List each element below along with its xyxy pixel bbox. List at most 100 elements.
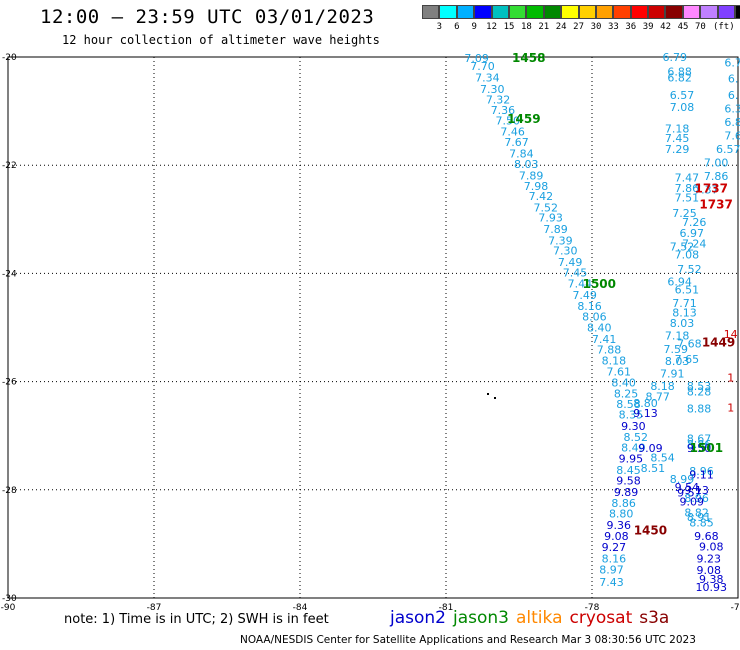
wave-height-label: 7.44 bbox=[568, 278, 593, 291]
color-scale-label: 39 bbox=[642, 22, 654, 32]
wave-height-label: 7.89 bbox=[543, 223, 568, 236]
wave-height-label: 8.45 bbox=[616, 464, 641, 477]
color-swatch bbox=[613, 5, 631, 19]
plot-frame bbox=[7, 56, 739, 599]
wave-height-label: 8.52 bbox=[624, 431, 649, 444]
legend-item-jason2: jason2 bbox=[390, 608, 446, 628]
wave-height-label: 7.45 bbox=[665, 132, 690, 145]
wave-height-label: 7.59 bbox=[663, 343, 688, 356]
wave-height-label: 8.67 bbox=[687, 432, 712, 445]
wave-height-label: 6.82 bbox=[667, 72, 692, 85]
wave-height-label: 7.37 bbox=[694, 184, 719, 197]
legend-item-altika: altika bbox=[516, 608, 563, 628]
color-scale-labels: 3 6 9 12 15 18 21 24 27 30 33 36 39 42 45 70 (ft) bbox=[422, 22, 740, 34]
wave-height-label: 7.89 bbox=[519, 169, 544, 182]
color-swatch bbox=[543, 5, 562, 19]
color-scale-label: 27 bbox=[573, 22, 585, 32]
color-swatch bbox=[630, 5, 649, 19]
color-scale-label: 36 bbox=[625, 22, 637, 32]
wave-height-label: 8.80 bbox=[609, 508, 634, 521]
wave-height-label: 7.98 bbox=[524, 180, 549, 193]
wave-height-label: 7.25 bbox=[672, 207, 697, 220]
wave-height-label: 7.29 bbox=[665, 143, 690, 156]
wave-height-label: 6.97 bbox=[680, 227, 705, 240]
wave-height-label: 6. bbox=[728, 89, 739, 102]
credit-line: NOAA/NESDIS Center for Satellite Applica… bbox=[240, 634, 696, 646]
wave-height-label: 8.82 bbox=[684, 507, 709, 520]
chart-subtitle: 12 hour collection of altimeter wave hei… bbox=[62, 33, 380, 47]
wave-height-label: 7.61 bbox=[607, 365, 632, 378]
wave-height-label: 7.52 bbox=[534, 201, 559, 214]
wave-height-label: 9.23 bbox=[697, 553, 722, 566]
color-swatch bbox=[456, 5, 475, 19]
wave-height-label: 8.16 bbox=[577, 300, 602, 313]
color-swatch bbox=[578, 5, 596, 19]
wave-height-label: 7.88 bbox=[597, 344, 622, 357]
wave-height-label: 8.16 bbox=[602, 553, 627, 566]
wave-height-label: 9.58 bbox=[616, 475, 641, 488]
wave-height-label: 7.70 bbox=[470, 60, 495, 73]
wave-height-label: 6.94 bbox=[667, 276, 692, 289]
x-tick-label: -81 bbox=[439, 603, 454, 613]
pass-time-label: 1450 bbox=[634, 523, 667, 537]
wave-height-label: 7.36 bbox=[491, 104, 516, 117]
wave-height-label: 8.58 bbox=[616, 398, 641, 411]
color-swatch bbox=[422, 5, 440, 19]
color-scale-label: 70 bbox=[694, 22, 706, 32]
wave-height-label: 8.25 bbox=[614, 388, 639, 401]
wave-height-label: 9.68 bbox=[694, 530, 719, 543]
color-scale-label: 3 bbox=[436, 22, 443, 32]
color-swatch bbox=[439, 5, 457, 19]
wave-height-label: 8.97 bbox=[599, 563, 624, 576]
pass-time-label: 1459 bbox=[507, 112, 540, 126]
wave-height-label: 10.93 bbox=[695, 581, 727, 594]
color-scale-label: 24 bbox=[555, 22, 567, 32]
wave-height-label: 7.34 bbox=[475, 72, 500, 85]
wave-height-label: 7.08 bbox=[670, 101, 695, 114]
wave-height-label: 8.85 bbox=[689, 516, 714, 529]
wave-height-label: 6.7 bbox=[724, 56, 740, 69]
wave-height-label: 6.8 bbox=[724, 116, 740, 129]
wave-height-label: 7.42 bbox=[529, 190, 554, 203]
wave-height-label: 8.28 bbox=[687, 385, 712, 398]
wave-height-label: 7.08 bbox=[675, 248, 700, 261]
x-tick-label: -84 bbox=[293, 603, 308, 613]
wave-height-label: 9.89 bbox=[614, 486, 639, 499]
y-tick-label: -30 bbox=[2, 594, 17, 604]
wave-height-label: 8.86 bbox=[611, 497, 636, 510]
wave-height-label: 8.51 bbox=[641, 462, 666, 475]
wave-height-label: 7.00 bbox=[704, 156, 729, 169]
wave-height-label: 9.11 bbox=[689, 469, 714, 482]
wave-height-label: 7.30 bbox=[553, 245, 578, 258]
wave-height-label: 7.24 bbox=[682, 238, 707, 251]
color-scale-label: 18 bbox=[520, 22, 532, 32]
wave-height-label: 7.65 bbox=[675, 353, 700, 366]
wave-height-label: 8.03 bbox=[665, 355, 690, 368]
legend-item-s3a: s3a bbox=[639, 608, 670, 628]
wave-height-label: 9.13 bbox=[633, 407, 658, 420]
color-scale-label: 15 bbox=[503, 22, 515, 32]
wave-height-label: 9.08 bbox=[697, 564, 722, 577]
wave-height-label: 9.08 bbox=[699, 541, 724, 554]
wave-height-label: 9.13 bbox=[684, 484, 709, 497]
wave-height-label: 1 bbox=[727, 371, 734, 384]
wave-height-label: 8.88 bbox=[687, 403, 712, 416]
footnote: note: 1) Time is in UTC; 2) SWH is in fe… bbox=[64, 612, 329, 627]
color-scale-label: 12 bbox=[486, 22, 498, 32]
color-swatch bbox=[526, 5, 544, 19]
wave-height-label: 7.09 bbox=[464, 52, 489, 65]
color-swatch bbox=[474, 5, 492, 19]
wave-height-label: 7.86 bbox=[675, 182, 700, 195]
color-swatch bbox=[735, 5, 740, 19]
x-tick-label: -87 bbox=[147, 603, 162, 613]
color-swatch bbox=[665, 5, 683, 19]
pass-time-label: 1737 bbox=[699, 198, 732, 212]
color-swatch bbox=[595, 5, 614, 19]
color-swatch bbox=[717, 5, 736, 19]
x-tick-label: -78 bbox=[585, 603, 600, 613]
color-scale-label: 9 bbox=[471, 22, 477, 32]
wave-height-label: 9.95 bbox=[619, 452, 644, 465]
wave-height-label: 6.51 bbox=[675, 284, 700, 297]
pass-time-label: 1501 bbox=[690, 441, 723, 455]
